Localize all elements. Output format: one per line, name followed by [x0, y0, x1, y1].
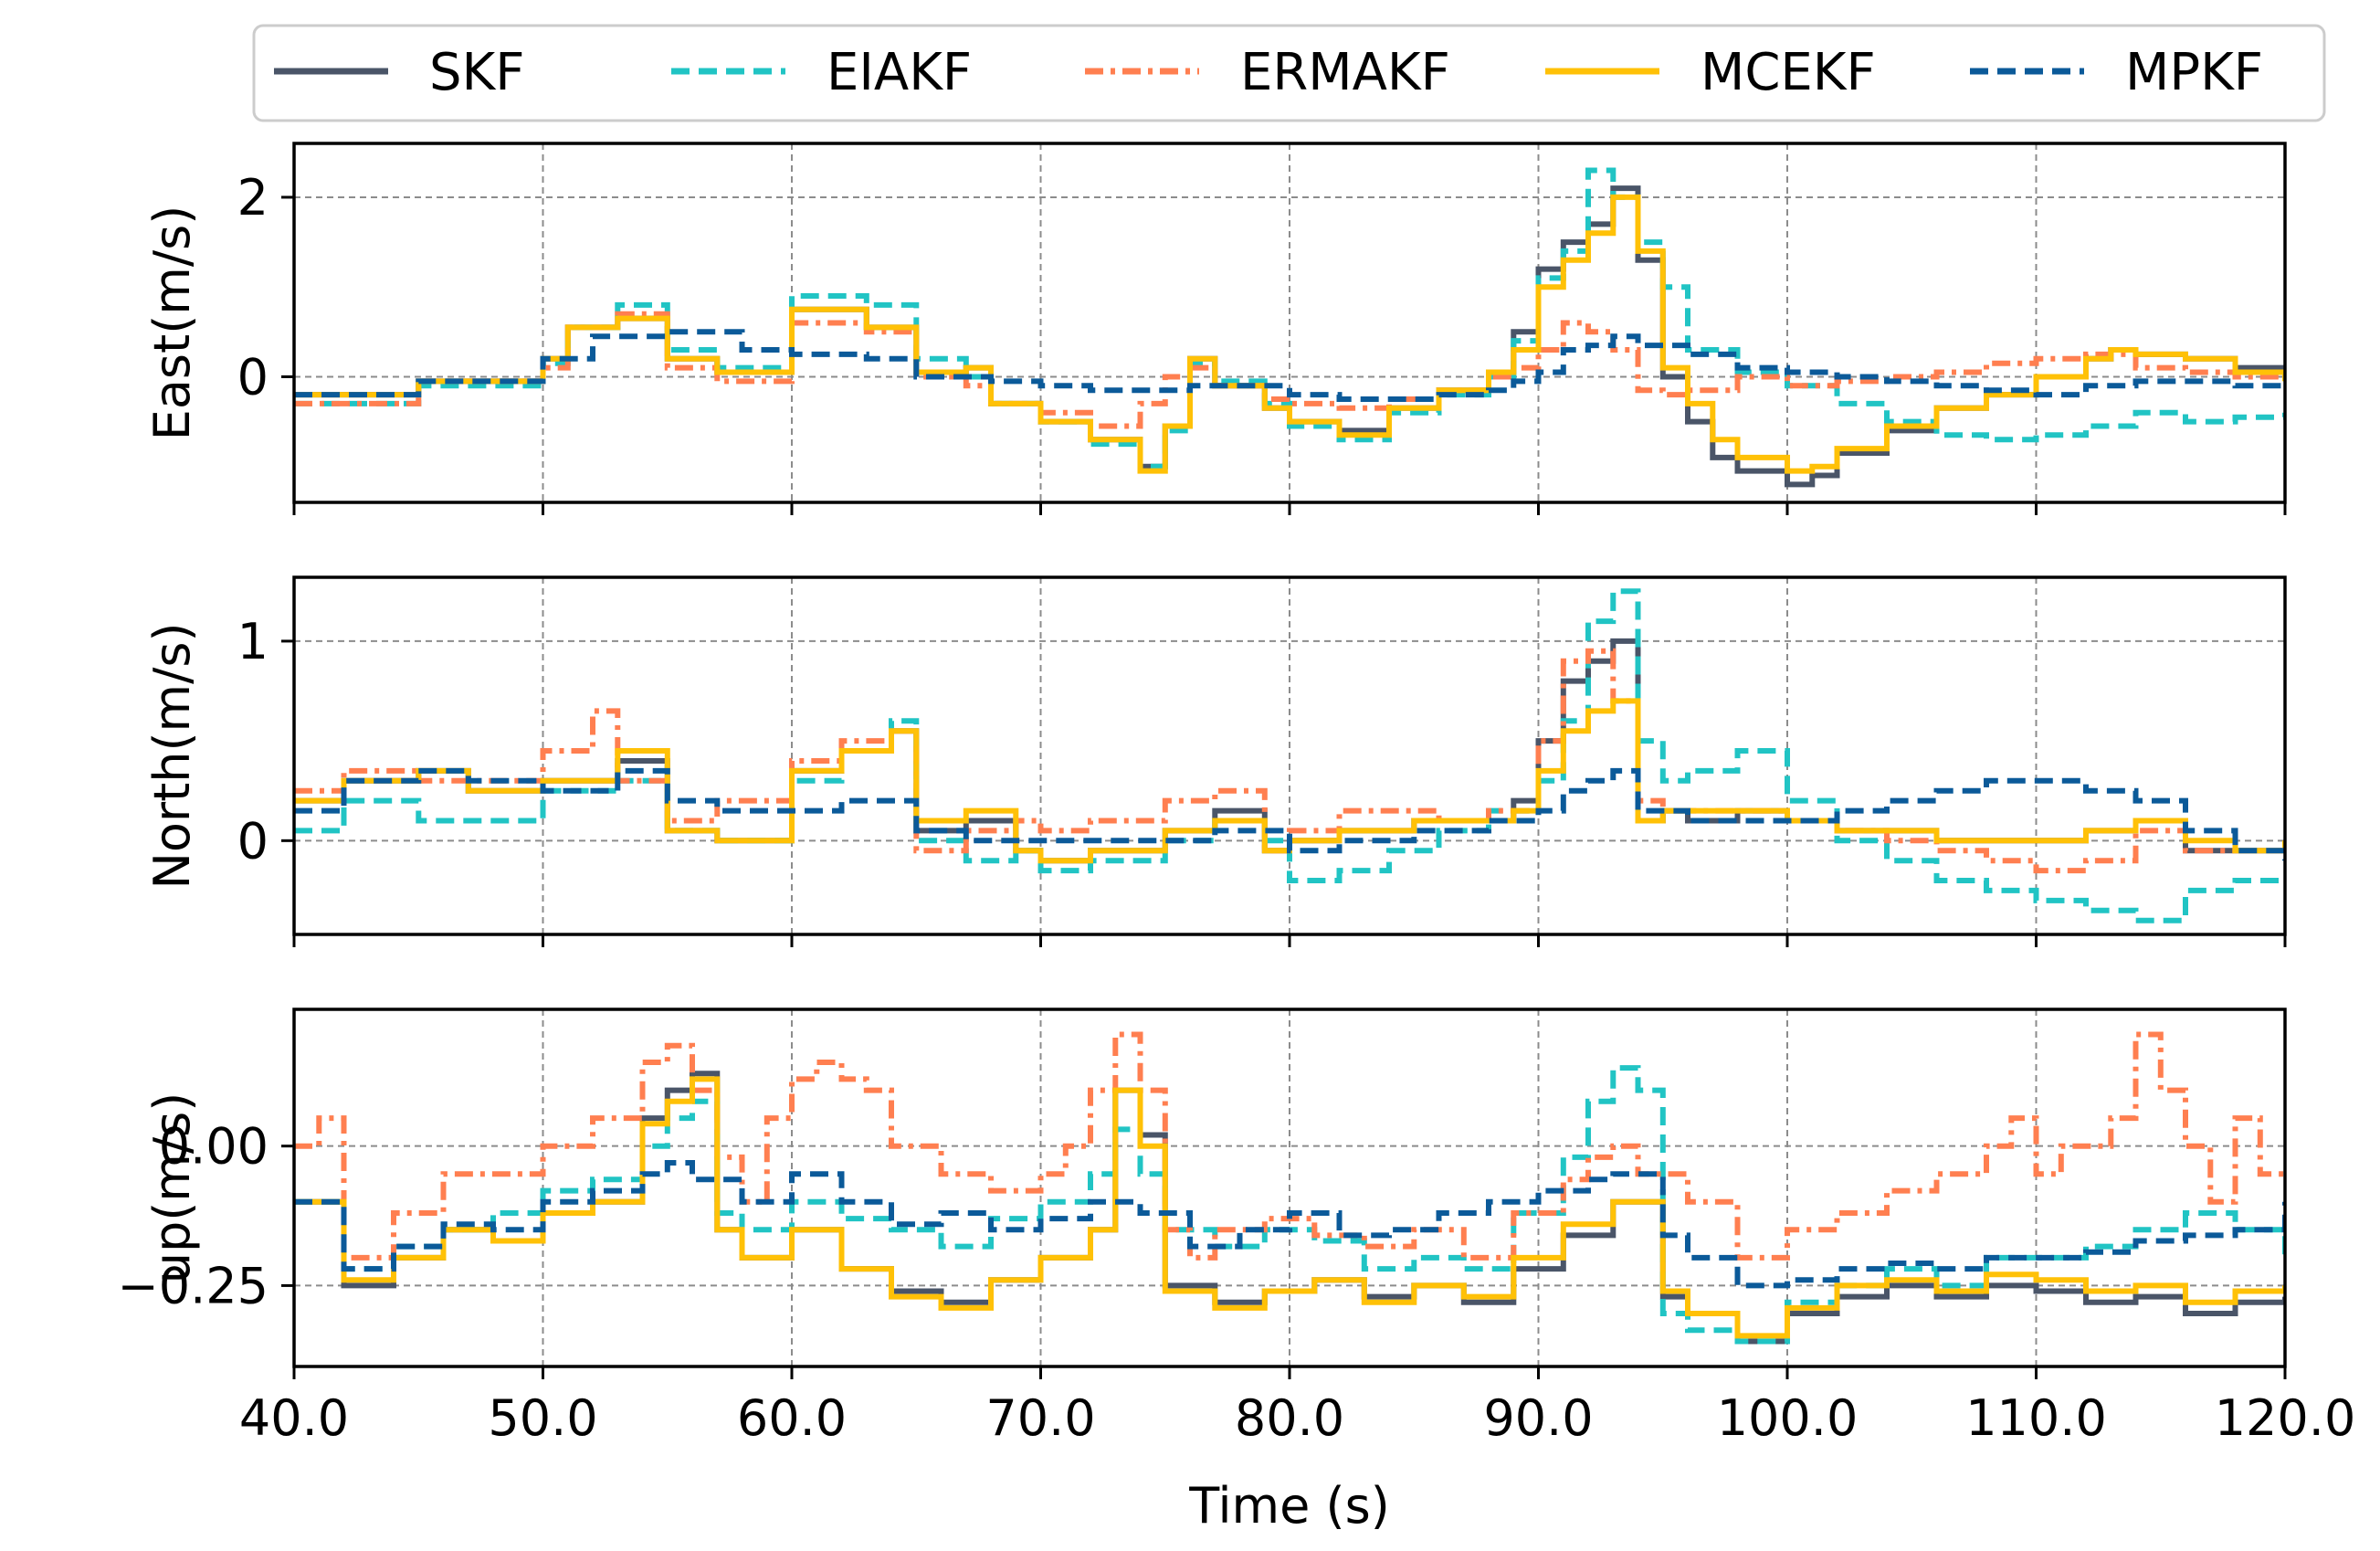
plot-frame [292, 142, 2287, 504]
legend-label-eiakf: EIAKF [827, 43, 972, 102]
x-tick-label: 120.0 [2215, 1389, 2356, 1447]
panel-2: 0 1 North(m/s) [143, 575, 2287, 947]
y-tick-label: 1 [237, 613, 269, 670]
y-axis-label: North(m/s) [143, 622, 201, 889]
series-eiakf-line [294, 588, 2285, 923]
x-tick-label: 40.0 [239, 1389, 349, 1447]
chart-panels: 0 2 East(m/s) 0 1 North(m/s) 40.0 50.0 60.0 70.0 8… [118, 142, 2356, 1447]
y-tick-label: 0 [237, 348, 269, 406]
series-ermakf-line [294, 1031, 2285, 1261]
x-tick-label: 110.0 [1965, 1389, 2107, 1447]
series-eiakf-line [294, 167, 2285, 470]
series-mcekf-line [294, 194, 2285, 474]
x-tick-label: 60.0 [737, 1389, 847, 1447]
series-mpkf-line [294, 329, 2285, 402]
series-eiakf-line [294, 1065, 2285, 1345]
y-tick-label: −0.25 [118, 1257, 269, 1314]
y-axis-label: East(m/s) [143, 206, 201, 441]
legend: SKF EIAKF ERMAKF MCEKF MPKF [252, 24, 2326, 122]
legend-label-ermakf: ERMAKF [1240, 43, 1450, 102]
legend-frame [252, 24, 2326, 122]
panel-1: 0 2 East(m/s) [143, 142, 2287, 515]
y-tick-label: 0.00 [159, 1118, 269, 1176]
panel-3: 40.0 50.0 60.0 70.0 80.0 90.0 100.0 110.0 120.0 0… [118, 1008, 2356, 1447]
plot-frame [292, 1008, 2287, 1368]
legend-label-skf: SKF [429, 43, 524, 102]
x-tick-label: 50.0 [488, 1389, 597, 1447]
x-tick-label: 70.0 [985, 1389, 1095, 1447]
x-tick-label: 80.0 [1235, 1389, 1344, 1447]
series-mcekf-line [294, 698, 2285, 864]
x-tick-label: 100.0 [1717, 1389, 1859, 1447]
series-ermakf-line [294, 311, 2285, 429]
legend-label-mcekf: MCEKF [1701, 43, 1876, 102]
x-axis-label: Time (s) [1188, 1477, 1390, 1535]
y-axis-label: up(m/s) [143, 1092, 201, 1284]
series-mpkf-line [294, 767, 2285, 861]
x-tick-label: 90.0 [1483, 1389, 1593, 1447]
series-skf-line [294, 638, 2285, 864]
y-tick-label: 0 [237, 812, 269, 870]
series-mcekf-line [294, 1076, 2285, 1339]
y-tick-label: 2 [237, 169, 269, 227]
legend-label-mpkf: MPKF [2125, 43, 2263, 102]
plot-frame [292, 575, 2287, 936]
